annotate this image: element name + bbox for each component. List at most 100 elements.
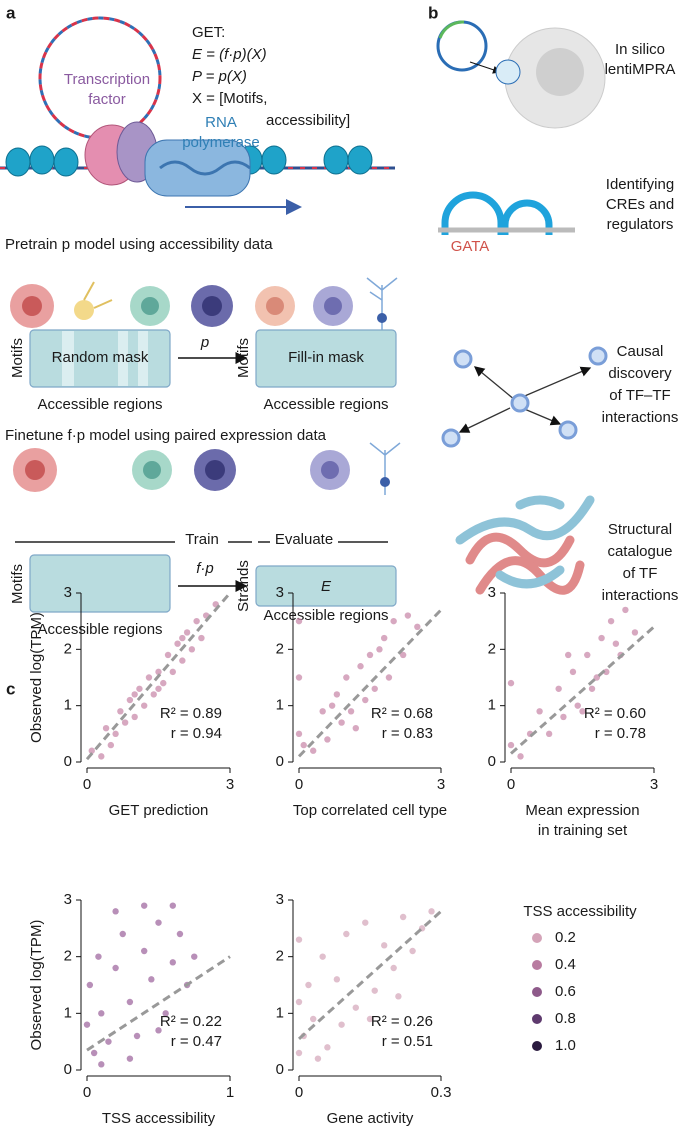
y-tick-label: 0 [64, 1061, 72, 1078]
stat-annotation: R² = 0.26 [371, 1013, 433, 1030]
legend-label: 0.8 [555, 1010, 576, 1027]
y-tick-label: 3 [64, 891, 72, 908]
scatter-point [162, 1010, 169, 1017]
formula: accessibility] [266, 112, 350, 129]
axis-label: Accessible regions [37, 621, 162, 638]
matrix-boxes [15, 329, 397, 613]
stat-annotation: r = 0.47 [171, 1033, 222, 1050]
scatter-point [155, 685, 162, 692]
stat-annotation: r = 0.83 [382, 725, 433, 742]
scatter-point [324, 1044, 331, 1051]
scatter-point [338, 1021, 345, 1028]
scatter-point [598, 634, 605, 642]
scatter-point [155, 919, 162, 926]
y-tick-label: 2 [276, 948, 284, 965]
trend-line [85, 592, 232, 761]
scatter-point [381, 634, 388, 642]
scatter-point [343, 674, 350, 681]
scatter-point [112, 964, 119, 972]
formula: P = p(X) [192, 68, 247, 85]
scatter-point [366, 1015, 374, 1023]
scatter-point [95, 953, 102, 960]
scatter-point [371, 987, 378, 994]
scatter-point [295, 730, 303, 738]
scatter-point [579, 708, 586, 715]
scatter-point [574, 702, 581, 709]
legend-swatch [532, 987, 542, 997]
scatter-point [295, 1049, 303, 1057]
x-tick-label: 1 [226, 1084, 234, 1101]
y-tick-label: 2 [488, 640, 496, 657]
scatter-point [569, 668, 577, 676]
scatter-point [295, 936, 303, 943]
scatter-point [300, 741, 307, 749]
x-tick-label: 0.3 [431, 1084, 452, 1101]
scatter-point [362, 919, 369, 926]
task-label: Structural [608, 521, 672, 538]
tf-label: factor [88, 91, 126, 108]
stat-annotation: r = 0.94 [171, 725, 222, 742]
scatter-point [131, 691, 138, 698]
split-label: Train [185, 531, 219, 548]
axis-label: Motifs [235, 338, 252, 378]
axis-label: Accessible regions [263, 607, 388, 624]
pol-label: RNA [205, 114, 237, 131]
x-axis-label: Gene activity [327, 1110, 414, 1127]
split-label: Evaluate [275, 531, 333, 548]
heading: Pretrain p model using accessibility dat… [5, 236, 273, 253]
scatter-point [390, 964, 397, 972]
box-label: Random mask [52, 349, 149, 366]
scatter-point [131, 713, 138, 721]
scatter-point [107, 741, 115, 749]
scatter-point [126, 696, 134, 704]
task-label: CREs and [606, 196, 674, 213]
scatter-point [603, 668, 610, 676]
scatter-point [352, 1004, 359, 1011]
scatter-point [169, 902, 176, 909]
scatter-point [507, 679, 515, 687]
scatter-point [371, 685, 378, 692]
scatter-point [343, 930, 350, 938]
legend-title: TSS accessibility [523, 903, 637, 920]
scatter-point [560, 713, 567, 721]
scatter-point [176, 930, 184, 938]
axis-label: Motifs [9, 338, 26, 378]
x-axis-label: GET prediction [109, 802, 209, 819]
panel-label: a [6, 3, 16, 22]
scatter-point [295, 617, 303, 625]
scatter-point [141, 702, 148, 709]
legend-label: 0.2 [555, 929, 576, 946]
axis-label: Accessible regions [37, 396, 162, 413]
scatter-point [98, 753, 105, 760]
scatter-point [305, 981, 312, 989]
pol-label: polymerase [182, 134, 260, 151]
scatter-point [565, 651, 572, 659]
x-tick-label: 3 [650, 776, 658, 793]
scatter-point [399, 651, 407, 659]
scatter-point [164, 651, 172, 659]
scatter-point [390, 617, 397, 625]
scatter-point [612, 640, 620, 647]
stat-annotation: R² = 0.22 [160, 1013, 222, 1030]
scatter-point [112, 908, 119, 915]
stat-annotation: R² = 0.60 [584, 705, 646, 722]
scatter-point [126, 1055, 134, 1062]
scatter-point [155, 1027, 162, 1034]
scatter-point [126, 998, 134, 1006]
scatter-point [155, 668, 162, 676]
scatter-point [622, 606, 629, 614]
scatter-point [191, 953, 198, 960]
scatter-point [324, 736, 331, 743]
scatter-point [136, 685, 143, 692]
task-label: Identifying [606, 176, 674, 193]
x-tick-label: 3 [437, 776, 445, 793]
legend-label: 1.0 [555, 1037, 576, 1054]
legend-label: 0.6 [555, 983, 576, 1000]
scatter-point [584, 651, 591, 659]
scatter-point [179, 634, 186, 642]
x-axis-label: TSS accessibility [102, 1110, 216, 1127]
scatter-point [385, 674, 393, 681]
x-tick-label: 0 [295, 776, 303, 793]
stat-annotation: r = 0.78 [595, 725, 646, 742]
legend-swatch [532, 1014, 542, 1024]
